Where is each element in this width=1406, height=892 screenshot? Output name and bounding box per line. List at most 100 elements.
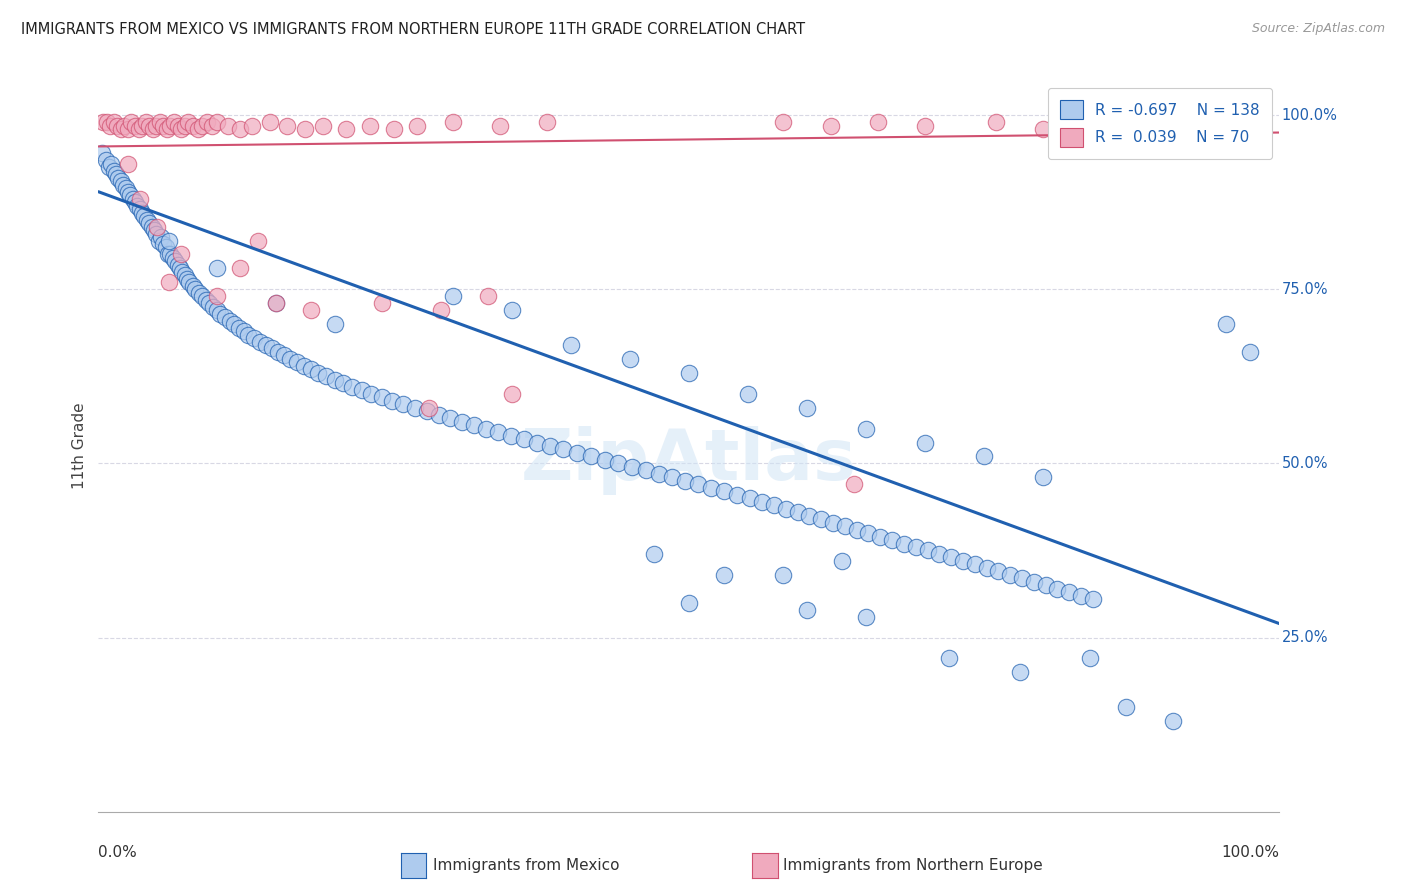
- Text: 100.0%: 100.0%: [1282, 108, 1337, 122]
- Point: [713, 484, 735, 499]
- Point: [205, 289, 228, 303]
- Point: [194, 293, 217, 307]
- Point: [315, 369, 337, 384]
- Point: [416, 404, 439, 418]
- Point: [939, 550, 962, 565]
- Point: [381, 393, 404, 408]
- Point: [775, 501, 797, 516]
- Point: [131, 119, 153, 133]
- Point: [128, 192, 150, 206]
- Point: [621, 459, 644, 474]
- Point: [350, 384, 373, 398]
- Point: [159, 247, 181, 261]
- Point: [217, 119, 239, 133]
- Point: [148, 234, 170, 248]
- Point: [499, 428, 522, 442]
- Point: [984, 115, 1007, 129]
- Point: [688, 477, 710, 491]
- Point: [1081, 592, 1104, 607]
- Point: [427, 408, 450, 422]
- Point: [218, 313, 240, 327]
- Legend: R = -0.697    N = 138, R =  0.039    N = 70: R = -0.697 N = 138, R = 0.039 N = 70: [1047, 88, 1272, 159]
- Text: 50.0%: 50.0%: [1282, 456, 1329, 471]
- Point: [285, 355, 308, 369]
- Point: [323, 373, 346, 387]
- Point: [799, 508, 821, 523]
- Point: [145, 119, 167, 133]
- Point: [131, 205, 153, 219]
- Point: [1008, 665, 1031, 680]
- Point: [91, 146, 114, 161]
- Point: [176, 272, 198, 286]
- Point: [117, 157, 139, 171]
- Point: [98, 119, 121, 133]
- Point: [170, 247, 193, 261]
- Point: [673, 474, 696, 488]
- Point: [987, 565, 1010, 579]
- Point: [142, 223, 165, 237]
- Point: [796, 603, 818, 617]
- Point: [332, 376, 354, 391]
- Point: [831, 554, 853, 568]
- Point: [418, 401, 440, 415]
- Point: [229, 122, 252, 136]
- Point: [254, 338, 277, 352]
- Point: [112, 178, 135, 192]
- Point: [404, 401, 426, 415]
- Point: [173, 119, 195, 133]
- Point: [973, 450, 995, 464]
- Point: [678, 596, 700, 610]
- Point: [501, 303, 523, 318]
- Point: [128, 202, 150, 216]
- Point: [121, 115, 143, 129]
- Text: ZipAtlas: ZipAtlas: [522, 426, 856, 495]
- Point: [463, 418, 485, 433]
- Point: [834, 519, 856, 533]
- Point: [163, 115, 186, 129]
- Point: [1057, 585, 1080, 599]
- Point: [181, 278, 204, 293]
- Text: IMMIGRANTS FROM MEXICO VS IMMIGRANTS FROM NORTHERN EUROPE 11TH GRADE CORRELATION: IMMIGRANTS FROM MEXICO VS IMMIGRANTS FRO…: [21, 22, 806, 37]
- Point: [292, 359, 315, 373]
- Point: [124, 119, 146, 133]
- Point: [246, 234, 269, 248]
- Point: [157, 275, 180, 289]
- Point: [737, 386, 759, 401]
- Point: [159, 119, 181, 133]
- Point: [371, 296, 394, 310]
- Point: [128, 122, 150, 136]
- Point: [855, 421, 877, 435]
- Point: [205, 303, 228, 318]
- Point: [169, 261, 191, 276]
- Point: [173, 268, 195, 283]
- Point: [134, 209, 156, 223]
- Point: [914, 119, 936, 133]
- Point: [114, 181, 136, 195]
- Point: [162, 251, 184, 265]
- Point: [335, 122, 357, 136]
- Point: [170, 122, 193, 136]
- Point: [117, 122, 139, 136]
- Point: [150, 230, 173, 244]
- Point: [103, 164, 125, 178]
- Point: [120, 188, 142, 202]
- Point: [112, 119, 135, 133]
- Point: [772, 567, 794, 582]
- Point: [538, 439, 561, 453]
- Point: [177, 115, 200, 129]
- Point: [342, 380, 364, 394]
- Point: [858, 526, 880, 541]
- Point: [869, 530, 891, 544]
- Point: [201, 300, 224, 314]
- Point: [740, 491, 762, 506]
- Point: [880, 533, 903, 547]
- Point: [976, 561, 998, 575]
- Point: [914, 435, 936, 450]
- Point: [312, 119, 335, 133]
- Point: [165, 254, 187, 268]
- Point: [96, 115, 118, 129]
- Point: [560, 338, 582, 352]
- Point: [264, 296, 287, 310]
- Point: [276, 119, 298, 133]
- Point: [103, 115, 125, 129]
